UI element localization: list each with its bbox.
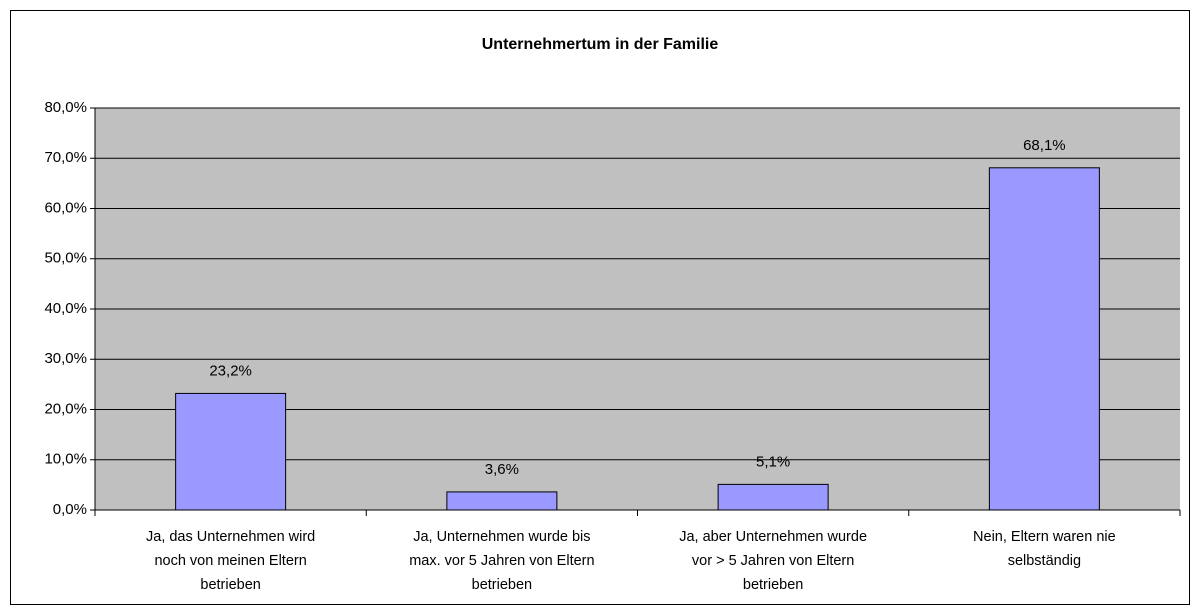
data-label: 23,2%	[209, 362, 252, 379]
x-tick-label: Ja, das Unternehmen wird	[146, 529, 315, 545]
y-tick-label: 20,0%	[44, 400, 87, 417]
data-label: 68,1%	[1023, 137, 1066, 154]
x-tick-label: selbständig	[1008, 553, 1081, 569]
bar	[717, 483, 829, 511]
x-tick-label: noch von meinen Eltern	[154, 553, 306, 569]
y-tick-label: 80,0%	[44, 99, 87, 116]
x-tick-label: vor > 5 Jahren von Eltern	[692, 553, 854, 569]
x-tick-label: Nein, Eltern waren nie	[973, 529, 1116, 545]
data-label: 3,6%	[485, 461, 519, 478]
y-tick-label: 30,0%	[44, 350, 87, 367]
x-tick-label: betrieben	[472, 577, 532, 593]
bar	[988, 167, 1100, 511]
data-label: 5,1%	[756, 453, 790, 470]
x-tick-label: max. vor 5 Jahren von Eltern	[409, 553, 594, 569]
y-tick-label: 60,0%	[44, 199, 87, 216]
x-tick-label: betrieben	[200, 577, 260, 593]
x-tick-label: betrieben	[743, 577, 803, 593]
y-tick-label: 0,0%	[53, 501, 87, 518]
y-tick-label: 10,0%	[44, 451, 87, 468]
y-tick-label: 40,0%	[44, 300, 87, 317]
x-tick-label: Ja, aber Unternehmen wurde	[679, 529, 867, 545]
y-tick-label: 50,0%	[44, 250, 87, 267]
bar	[175, 392, 287, 511]
chart-title: Unternehmertum in der Familie	[482, 36, 719, 53]
bar	[446, 491, 558, 511]
x-tick-label: Ja, Unternehmen wurde bis	[413, 529, 590, 545]
y-tick-label: 70,0%	[44, 149, 87, 166]
